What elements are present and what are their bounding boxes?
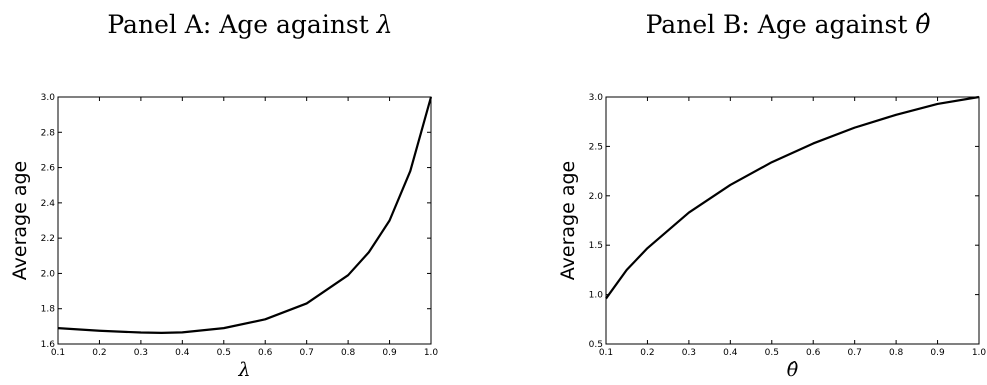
- panel-b-title-symbol: θ̂: [915, 10, 931, 39]
- panel-a-xtick-label: 0.9: [382, 348, 397, 358]
- panel-a-xtick-label: 0.5: [217, 348, 231, 358]
- panel-b-title-text: Panel B: Age against: [645, 10, 916, 39]
- panel-a-xtick-label: 0.8: [341, 348, 356, 358]
- panel-a-title: Panel A: Age against λ: [70, 10, 430, 39]
- panel-a-plot-frame: [57, 96, 432, 345]
- panel-a-ytick-label: 2.8: [41, 128, 56, 138]
- panel-a-series-line: [57, 96, 433, 334]
- panel-a-xtick-label: 1.0: [424, 348, 439, 358]
- panel-a-title-symbol: λ: [376, 10, 393, 39]
- panel-a-xtick-label: 0.6: [258, 348, 273, 358]
- panel-a-ytick-label: 3.0: [41, 93, 56, 103]
- panel-a-xtick-label: 0.3: [134, 348, 148, 358]
- panel-a-xtick-label: 0.2: [92, 348, 106, 358]
- panel-a-ytick-label: 2.6: [41, 164, 56, 174]
- panel-a-ytick-label: 2.4: [41, 199, 56, 209]
- panel-a-ytick-label: 1.6: [41, 340, 56, 350]
- panel-a-title-text: Panel A: Age against: [107, 10, 377, 39]
- panel-a-xlabel: λ: [237, 359, 250, 381]
- panel-a-ytick-label: 2.0: [41, 269, 56, 279]
- panel-a-ytick-label: 2.2: [41, 234, 55, 244]
- panel-a-xtick-label: 0.4: [175, 348, 190, 358]
- panel-b-title: Panel B: Age against θ̂: [608, 10, 968, 39]
- panel-a-ylabel: Average age: [9, 161, 31, 280]
- panel-a-xtick-label: 0.7: [300, 348, 314, 358]
- panel-a-ytick-label: 1.8: [41, 305, 56, 315]
- panel-a-xtick-label: 0.1: [51, 348, 65, 358]
